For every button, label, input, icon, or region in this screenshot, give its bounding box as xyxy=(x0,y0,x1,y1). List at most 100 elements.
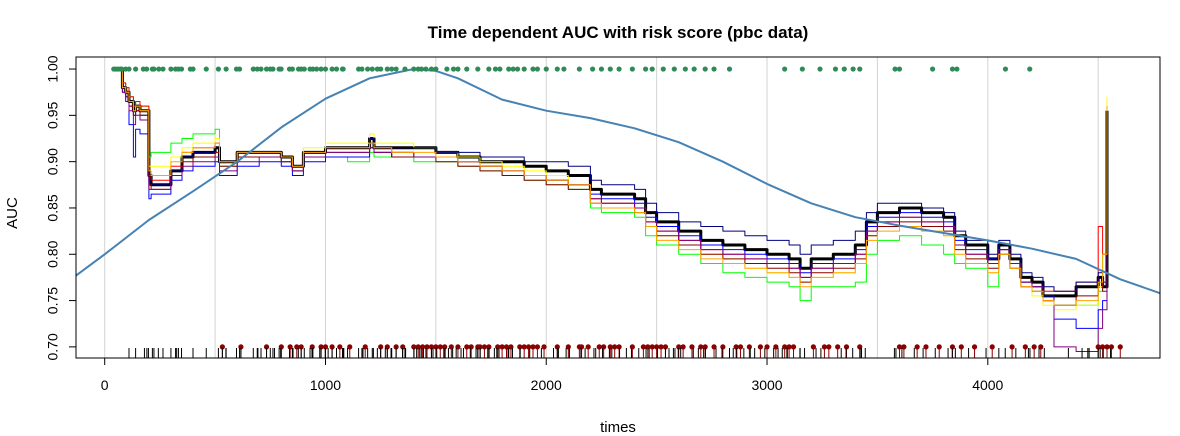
censor-point xyxy=(892,66,898,72)
censor-point xyxy=(270,66,276,72)
y-tick-label: 0.80 xyxy=(45,240,61,267)
series-line xyxy=(113,68,1108,352)
rug-ticks xyxy=(128,348,1112,358)
series-line xyxy=(113,68,1108,306)
event-point xyxy=(541,344,547,350)
event-point xyxy=(914,344,920,350)
censor-point xyxy=(314,66,320,72)
event-point xyxy=(737,344,744,350)
censor-point xyxy=(236,66,243,72)
censor-point xyxy=(310,66,316,72)
event-point xyxy=(362,344,368,350)
censor-point xyxy=(393,66,399,72)
event-point xyxy=(530,344,536,350)
censor-point xyxy=(223,66,229,72)
series-line xyxy=(113,68,1108,292)
censor-point xyxy=(444,66,450,72)
event-point xyxy=(733,344,739,350)
censor-point xyxy=(144,66,150,72)
event-point xyxy=(1108,344,1115,350)
event-points xyxy=(111,66,1123,358)
event-point xyxy=(1104,344,1110,350)
event-point xyxy=(896,344,903,350)
censor-point xyxy=(178,66,185,72)
censor-point xyxy=(278,66,284,72)
censor-point xyxy=(841,66,847,72)
censor-point xyxy=(450,66,457,72)
event-point xyxy=(757,344,763,350)
censor-point xyxy=(832,66,839,72)
event-point xyxy=(219,344,225,350)
event-point xyxy=(680,344,686,350)
x-tick-label: 2000 xyxy=(531,377,562,393)
censor-point xyxy=(726,66,733,72)
event-point xyxy=(936,344,942,350)
censor-point xyxy=(530,66,536,72)
censor-point xyxy=(711,66,717,72)
censor-point xyxy=(857,66,863,72)
event-point xyxy=(1022,344,1028,350)
censor-point xyxy=(384,66,390,72)
censor-point xyxy=(954,66,960,72)
censor-point xyxy=(590,66,596,72)
x-tick-label: 3000 xyxy=(751,377,782,393)
censor-point xyxy=(133,66,139,72)
event-point xyxy=(278,344,284,350)
event-point xyxy=(517,344,523,350)
censor-point xyxy=(411,66,417,72)
censor-point xyxy=(318,66,324,72)
censor-point xyxy=(215,66,221,72)
censor-point xyxy=(554,66,560,72)
x-tick-label: 0 xyxy=(101,377,109,393)
censor-point xyxy=(418,66,425,72)
censor-point xyxy=(1002,66,1009,72)
censor-point xyxy=(359,66,365,72)
censor-point xyxy=(642,66,649,72)
censor-point xyxy=(340,66,346,72)
y-tick-label: 1.00 xyxy=(45,55,61,82)
event-point xyxy=(585,344,591,350)
censor-point xyxy=(119,66,125,72)
censor-point xyxy=(534,66,541,72)
event-point xyxy=(711,344,717,350)
event-point xyxy=(764,344,770,350)
event-point xyxy=(464,344,470,350)
event-point xyxy=(971,344,978,350)
event-point xyxy=(923,344,929,350)
censor-point xyxy=(521,66,527,72)
censor-point xyxy=(629,66,635,72)
censor-point xyxy=(598,66,605,72)
censor-point xyxy=(607,66,613,72)
event-point xyxy=(629,344,635,350)
y-tick-label: 0.75 xyxy=(45,287,61,314)
censor-point xyxy=(510,66,516,72)
y-axis: 0.70 0.75 0.80 0.85 0.90 0.95 1.00 xyxy=(45,55,77,361)
censor-point xyxy=(543,66,549,72)
event-point xyxy=(1099,344,1106,350)
censor-point xyxy=(389,66,395,72)
censor-point xyxy=(428,66,435,72)
event-point xyxy=(649,344,655,350)
event-point xyxy=(616,344,622,350)
x-axis: 0 1000 2000 3000 4000 xyxy=(101,357,1004,393)
censor-point xyxy=(258,66,264,72)
event-point xyxy=(1009,344,1015,350)
censor-point xyxy=(949,66,956,72)
censor-point xyxy=(156,66,162,72)
y-tick-label: 0.70 xyxy=(45,333,61,360)
censor-point xyxy=(254,66,260,72)
event-point xyxy=(662,344,669,350)
censor-point xyxy=(329,66,335,72)
censor-point xyxy=(263,66,270,72)
censor-point xyxy=(660,66,666,72)
censor-point xyxy=(486,66,492,72)
event-point xyxy=(437,344,443,350)
event-point xyxy=(821,344,828,350)
event-point xyxy=(534,344,541,350)
censor-point xyxy=(168,66,174,72)
censor-point xyxy=(896,66,903,72)
event-point xyxy=(826,344,832,350)
event-point xyxy=(400,344,406,350)
censor-point xyxy=(850,66,856,72)
censor-point xyxy=(190,66,196,72)
